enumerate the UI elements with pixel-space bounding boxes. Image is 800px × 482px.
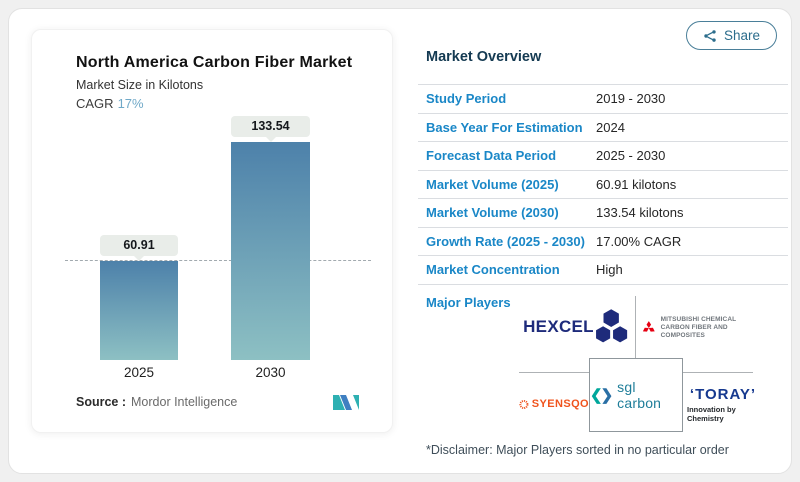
row-value: 2025 - 2030 — [596, 148, 666, 164]
mordor-intelligence-logo — [333, 394, 359, 410]
chart-card: North America Carbon Fiber Market Market… — [31, 29, 393, 433]
row-value: 2024 — [596, 119, 625, 135]
major-players-label: Major Players — [426, 295, 511, 310]
x-tick-2025: 2025 — [123, 365, 155, 380]
row-label: Growth Rate (2025 - 2030) — [426, 233, 585, 249]
panel-title: Market Overview — [426, 49, 542, 65]
table-row: Base Year For Estimation 2024 — [418, 114, 788, 142]
source-row: Source : Mordor Intelligence — [76, 390, 360, 414]
hexcel-hexagons-icon — [595, 309, 628, 343]
value-label-2030: 133.54 — [251, 119, 290, 134]
row-value: 2019 - 2030 — [596, 91, 666, 107]
value-badge-2025: 60.91 — [100, 234, 178, 261]
major-players-logos: HEXCEL MITSUBISHI CHEMICAL — [519, 296, 759, 438]
value-label-2025: 60.91 — [123, 238, 155, 253]
toray-wordmark: ‘TORAY’ — [689, 385, 757, 403]
row-label: Market Concentration — [426, 262, 560, 278]
bar-2030: 133.54 — [231, 115, 310, 360]
table-row: Forecast Data Period 2025 - 2030 — [418, 142, 788, 171]
table-row: Market Concentration High — [418, 256, 788, 285]
chart-subtitle: Market Size in Kilotons — [76, 78, 204, 92]
toray-tagline: Innovation by Chemistry — [687, 404, 736, 423]
table-row: Market Volume (2030) 133.54 kilotons — [418, 199, 788, 228]
dashed-guide-line — [65, 259, 371, 261]
main-card: Share North America Carbon Fiber Market … — [8, 8, 792, 474]
syensqo-logo: SYENSQO — [519, 380, 589, 428]
row-value: High — [596, 262, 623, 278]
bar-2025: 60.91 — [100, 234, 178, 360]
mitsubishi-line1: MITSUBISHI CHEMICAL — [660, 316, 737, 324]
row-label: Market Volume (2025) — [426, 176, 559, 192]
cagr-value: 17% — [117, 96, 144, 111]
row-value: 60.91 kilotons — [596, 176, 677, 192]
overview-table: Study Period 2019 - 2030 Base Year For E… — [418, 84, 788, 285]
row-label: Forecast Data Period — [426, 148, 557, 164]
sgl-left-bracket-icon: ❮ — [590, 387, 603, 404]
row-value: 133.54 kilotons — [596, 205, 684, 221]
mitsubishi-mark-icon — [642, 321, 655, 332]
mitsubishi-text: MITSUBISHI CHEMICAL CARBON FIBER AND COM… — [661, 316, 759, 339]
source-text: Source : Mordor Intelligence — [76, 393, 237, 411]
bar-chart: 60.91 133.54 2025 2030 — [65, 115, 371, 380]
row-label: Study Period — [426, 91, 507, 107]
mitsubishi-chemical-logo: MITSUBISHI CHEMICAL CARBON FIBER AND COM… — [641, 300, 759, 356]
sgl-wordmark: sgl carbon — [617, 379, 662, 411]
row-label: Market Volume (2030) — [426, 205, 559, 221]
toray-logo: ‘TORAY’ Innovation by Chemistry — [687, 378, 759, 430]
hexcel-logo: HEXCEL — [519, 296, 633, 358]
source-label: Source : — [76, 395, 127, 409]
disclaimer-text: *Disclaimer: Major Players sorted in no … — [426, 443, 729, 457]
source-value: Mordor Intelligence — [131, 395, 238, 409]
table-row: Study Period 2019 - 2030 — [418, 85, 788, 114]
syensqo-wordmark: SYENSQO — [531, 398, 589, 410]
share-icon — [704, 29, 716, 42]
share-label: Share — [723, 28, 760, 43]
value-badge-2030: 133.54 — [231, 115, 310, 142]
x-tick-2030: 2030 — [255, 365, 286, 380]
row-value: 17.00% CAGR — [596, 233, 682, 249]
mitsubishi-line2: CARBON FIBER AND COMPOSITES — [660, 324, 728, 339]
sgl-right-bracket-icon: ❯ — [600, 387, 614, 404]
syensqo-sunburst-icon — [519, 399, 529, 409]
cagr-label: CAGR — [76, 96, 114, 111]
table-row: Market Volume (2025) 60.91 kilotons — [418, 171, 788, 199]
divider — [635, 296, 636, 358]
share-button[interactable]: Share — [685, 21, 777, 50]
sgl-carbon-logo: ❮ ❯ sgl carbon — [589, 358, 683, 432]
chart-title: North America Carbon Fiber Market — [76, 54, 353, 71]
market-overview-panel: Market Overview Study Period 2019 - 2030… — [418, 45, 790, 469]
cagr-line: CAGR 17% — [76, 96, 144, 111]
row-label: Base Year For Estimation — [426, 119, 583, 135]
hexcel-wordmark: HEXCEL — [523, 317, 594, 336]
table-row: Growth Rate (2025 - 2030) 17.00% CAGR — [418, 228, 788, 256]
